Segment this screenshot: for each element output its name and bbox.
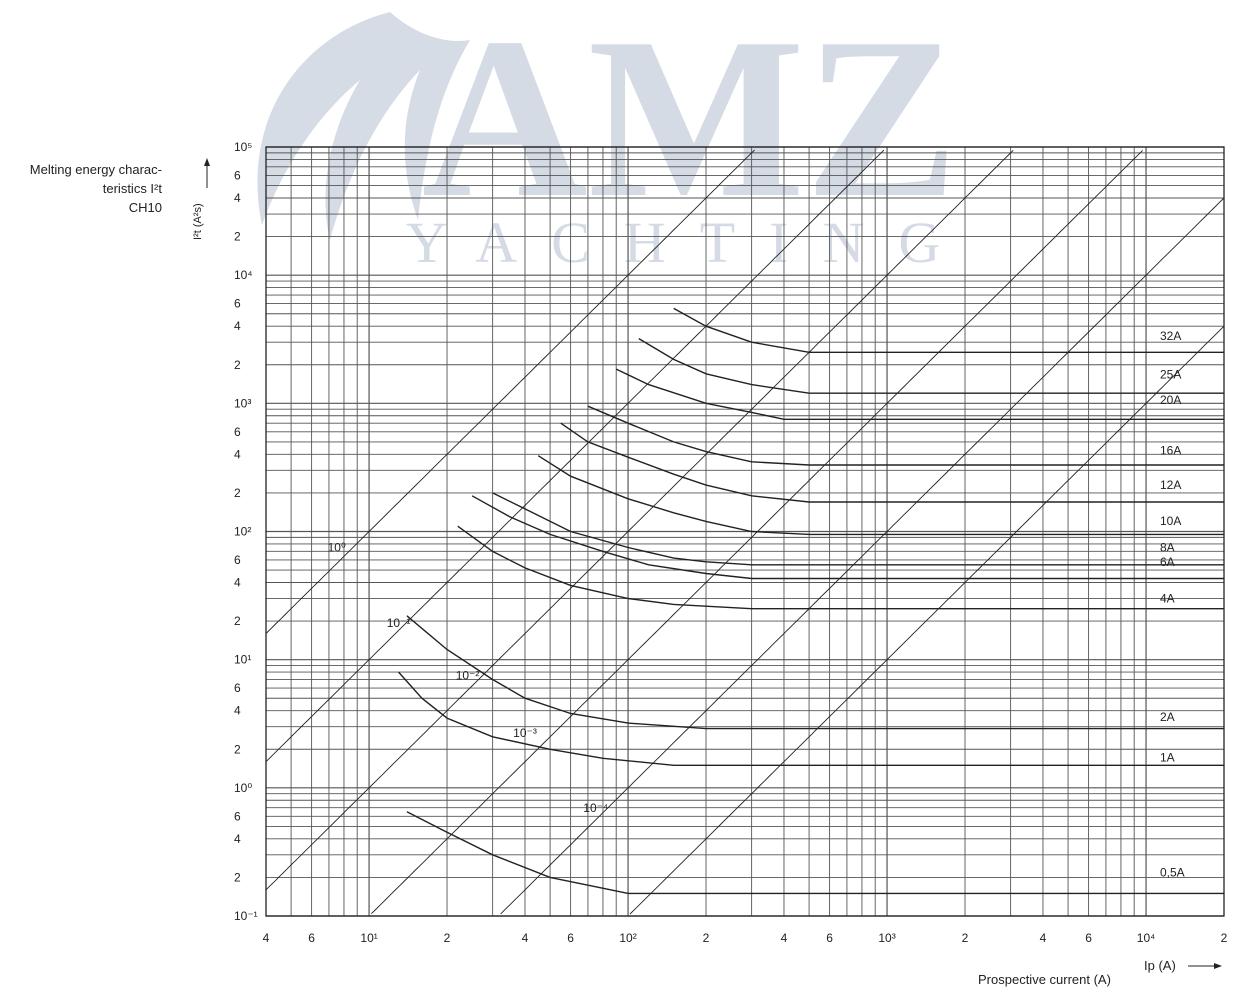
y-tick-label: 10³ <box>234 396 251 410</box>
side-title-line: teristics I²t <box>102 181 162 196</box>
fuse-curves <box>398 307 1224 895</box>
x-tick-label: 4 <box>1040 931 1047 945</box>
y-tick-label: 4 <box>234 447 241 461</box>
fuse-curve-line <box>587 405 1224 466</box>
y-tick-label: 10⁵ <box>234 140 252 154</box>
fuse-curve-line <box>673 307 1224 353</box>
fuse-curve-line <box>406 811 1224 895</box>
time-line <box>629 325 1225 915</box>
series-label: 8A <box>1160 540 1175 554</box>
x-tick-label: 4 <box>263 931 270 945</box>
fuse-curve-line <box>537 455 1224 536</box>
time-line-label: 10⁻¹ <box>387 616 411 630</box>
x-axis-label: Prospective current (A) <box>978 972 1111 987</box>
x-tick-label: 2 <box>1221 931 1228 945</box>
time-line <box>500 197 1225 915</box>
y-tick-label: 2 <box>234 230 241 244</box>
y-tick-label: 6 <box>234 553 241 567</box>
fuse-curve-line <box>457 525 1224 610</box>
series-label: 25A <box>1160 368 1181 382</box>
time-line <box>265 149 885 763</box>
x-tick-label: 2 <box>962 931 969 945</box>
x-tick-label: 10³ <box>878 931 895 945</box>
watermark: AMZ YACHTING <box>257 0 974 275</box>
side-title-line: Melting energy charac- <box>29 162 162 177</box>
series-label: 4A <box>1160 591 1175 605</box>
y-tick-label: 4 <box>234 576 241 590</box>
y-tick-label: 10¹ <box>234 653 251 667</box>
time-line <box>265 149 1014 891</box>
series-label: 32A <box>1160 329 1181 343</box>
side-title-line: CH10 <box>128 200 162 215</box>
fuse-curve-line <box>398 671 1224 766</box>
x-tick-label: 6 <box>826 931 833 945</box>
y-tick-label: 4 <box>234 191 241 205</box>
series-label: 1A <box>1160 750 1175 764</box>
x-tick-label: 10¹ <box>360 931 377 945</box>
series-label: 20A <box>1160 393 1181 407</box>
x-tick-label: 10⁴ <box>1137 931 1156 945</box>
y-tick-label: 2 <box>234 614 241 628</box>
watermark-logo-swoosh <box>257 12 470 240</box>
x-tick-label: 6 <box>1085 931 1092 945</box>
y-tick-label: 6 <box>234 168 241 182</box>
x-tick-label: 6 <box>308 931 315 945</box>
y-tick-label: 2 <box>234 486 241 500</box>
fuse-curve-line <box>615 368 1224 420</box>
plot-frame <box>265 146 1225 917</box>
time-line <box>265 149 755 634</box>
y-tick-label: 10⁻¹ <box>234 909 258 923</box>
series-label: 16A <box>1160 444 1181 458</box>
y-axis-arrow <box>204 158 210 188</box>
x-tick-label: 4 <box>522 931 529 945</box>
y-tick-label: 2 <box>234 870 241 884</box>
time-line-label: 10⁻³ <box>513 726 537 740</box>
series-label: 12A <box>1160 478 1181 492</box>
y-tick-label: 10⁴ <box>234 268 253 282</box>
y-tick-label: 6 <box>234 809 241 823</box>
y-tick-label: 10² <box>234 525 251 539</box>
x-tick-label: 2 <box>444 931 451 945</box>
watermark-brand: AMZ <box>422 0 959 245</box>
y-tick-label: 2 <box>234 358 241 372</box>
x-tick-label: 2 <box>703 931 710 945</box>
y-tick-label: 4 <box>234 704 241 718</box>
y-tick-label: 4 <box>234 832 241 846</box>
y-tick-label: 6 <box>234 425 241 439</box>
x-tick-label: 10² <box>619 931 636 945</box>
series-label: 2A <box>1160 710 1175 724</box>
watermark-subtitle: YACHTING <box>406 210 974 275</box>
fuse-curve-line <box>406 615 1224 730</box>
series-label: 0,5A <box>1160 865 1185 879</box>
y-tick-label: 4 <box>234 319 241 333</box>
fuse-curve-line <box>638 337 1224 394</box>
fuse-curve-line <box>492 492 1224 566</box>
time-line-label: 10⁻² <box>456 669 480 683</box>
x-tick-label: 4 <box>781 931 788 945</box>
x-axis-arrow <box>1188 963 1222 969</box>
x-tick-label: 6 <box>567 931 574 945</box>
y-tick-label: 2 <box>234 742 241 756</box>
y-tick-label: 6 <box>234 681 241 695</box>
series-label: 6A <box>1160 555 1175 569</box>
y-tick-label: 6 <box>234 297 241 311</box>
fuse-curve-line <box>471 495 1224 580</box>
time-line-label: 10⁰ <box>328 540 346 554</box>
time-line-label: 10⁻⁴ <box>583 801 608 815</box>
series-label: 10A <box>1160 514 1181 528</box>
chart-labels: 4 6 10¹ 2 4 6 10² 2 4 6 10³ 2 4 6 10⁴ 2 10⁻¹ 2 4 6 10⁰ 2 4 6 10¹… <box>234 140 1228 945</box>
x-axis-symbol: Ip (A) <box>1144 958 1176 973</box>
side-title: Melting energy charac- teristics I²t CH1… <box>0 160 162 217</box>
fuse-curve-line <box>560 422 1224 503</box>
y-axis-label: I²t (A²s) <box>192 203 204 240</box>
y-tick-label: 10⁰ <box>234 781 252 795</box>
